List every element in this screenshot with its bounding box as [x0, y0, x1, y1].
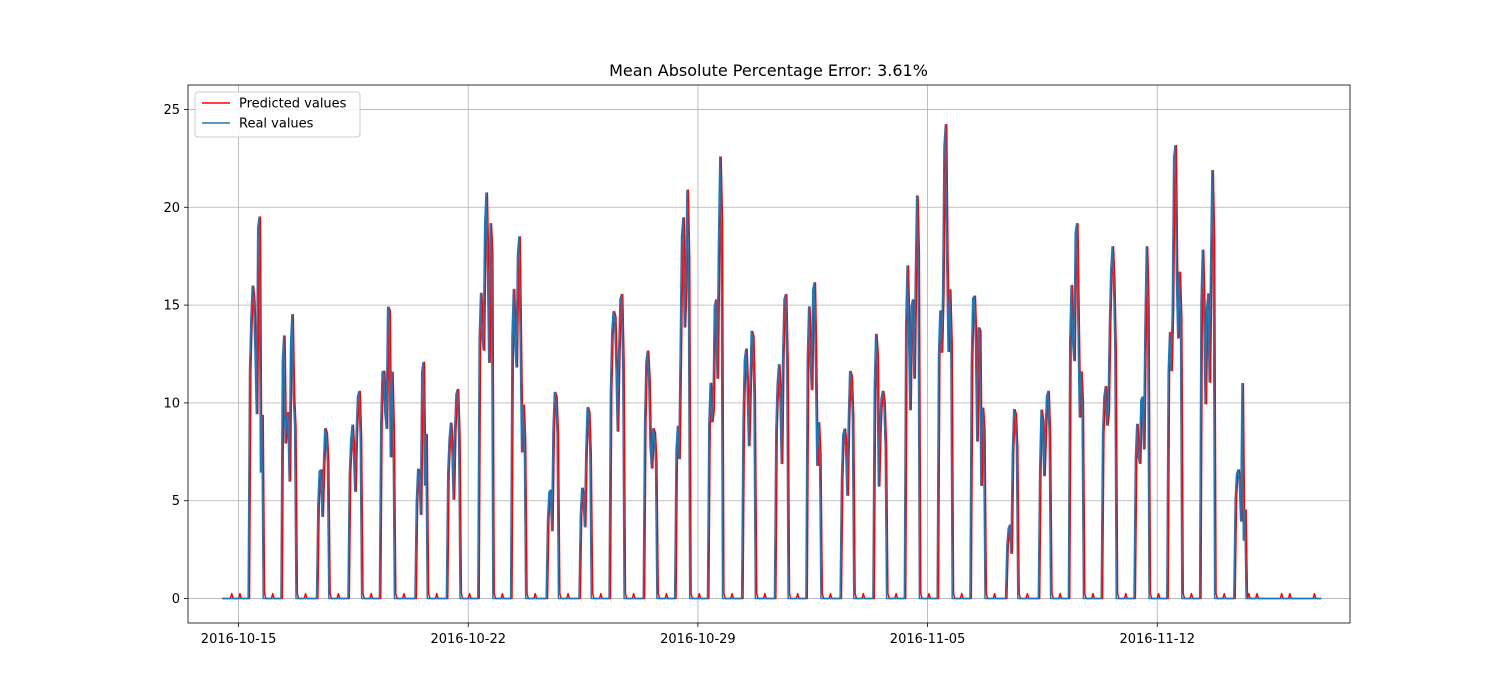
legend: Predicted values Real values	[194, 91, 361, 138]
y-tick-label: 20	[163, 201, 180, 216]
series-layer	[222, 123, 1322, 600]
legend-label: Predicted values	[239, 97, 347, 112]
x-axis: 2016-10-15 2016-10-22 2016-10-29 2016-11-05…	[201, 623, 1195, 647]
real-values-line	[222, 123, 1322, 600]
chart-title: Mean Absolute Percentage Error: 3.61%	[609, 61, 928, 80]
y-tick-label: 10	[163, 396, 180, 411]
x-tick-label: 2016-10-15	[201, 632, 277, 647]
legend-label: Real values	[239, 117, 314, 132]
x-tick-label: 2016-10-22	[430, 632, 506, 647]
y-tick-label: 0	[172, 592, 180, 607]
x-tick-label: 2016-11-12	[1119, 632, 1195, 647]
legend-box	[194, 91, 361, 138]
x-tick-label: 2016-11-05	[890, 632, 966, 647]
x-tick-label: 2016-10-29	[660, 632, 736, 647]
axes-frame	[187, 84, 1351, 624]
y-tick-label: 15	[163, 299, 180, 314]
y-axis: 0 5 10 15 20 25	[163, 103, 188, 607]
y-tick-label: 5	[172, 494, 180, 509]
y-tick-label: 25	[163, 103, 180, 118]
